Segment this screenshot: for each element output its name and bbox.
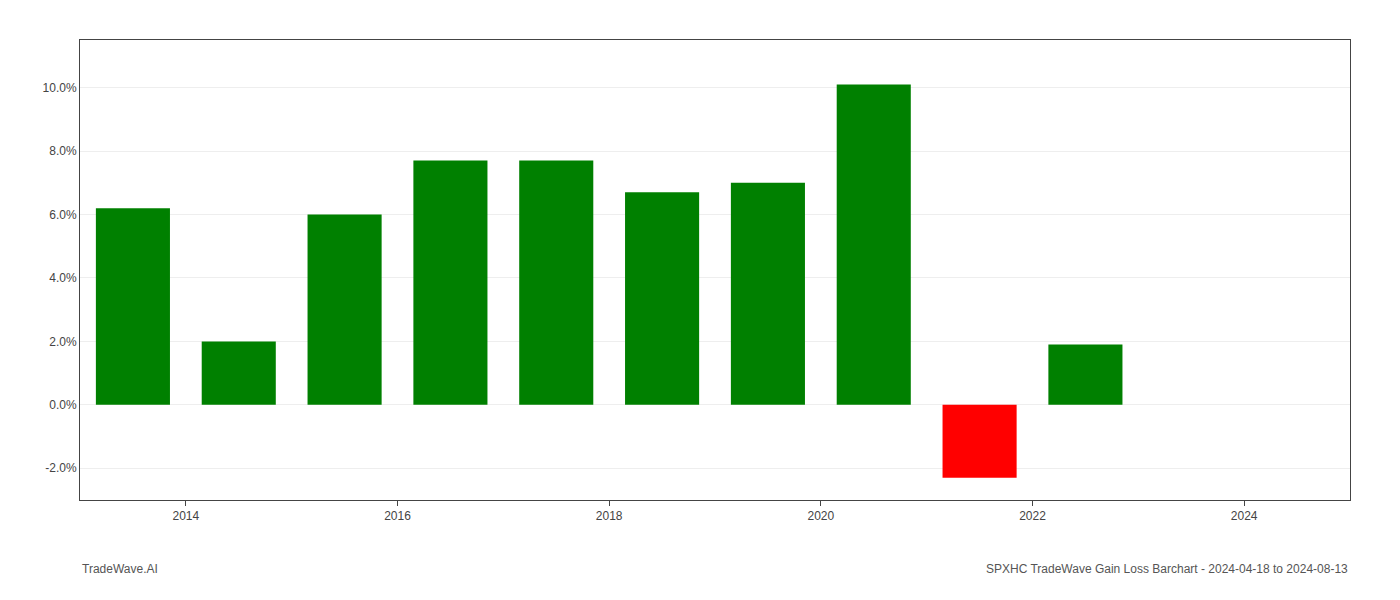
svg-text:2018: 2018 (596, 509, 623, 523)
svg-text:2022: 2022 (1019, 509, 1046, 523)
svg-text:4.0%: 4.0% (49, 271, 77, 285)
svg-text:2020: 2020 (807, 509, 834, 523)
svg-text:6.0%: 6.0% (49, 208, 77, 222)
svg-text:2014: 2014 (172, 509, 199, 523)
svg-text:TradeWave.AI: TradeWave.AI (82, 562, 158, 576)
svg-text:2016: 2016 (384, 509, 411, 523)
svg-text:2.0%: 2.0% (49, 335, 77, 349)
svg-text:10.0%: 10.0% (43, 81, 77, 95)
svg-text:0.0%: 0.0% (49, 398, 77, 412)
svg-text:2024: 2024 (1231, 509, 1258, 523)
svg-text:-2.0%: -2.0% (45, 461, 77, 475)
svg-text:8.0%: 8.0% (49, 144, 77, 158)
svg-text:SPXHC TradeWave Gain Loss Barc: SPXHC TradeWave Gain Loss Barchart - 202… (986, 562, 1348, 576)
